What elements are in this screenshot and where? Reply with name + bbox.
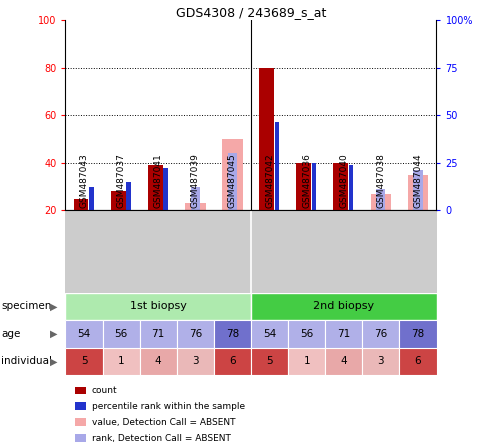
Bar: [176, 320, 213, 348]
Bar: [251, 348, 287, 375]
Bar: [362, 348, 399, 375]
Bar: [407, 175, 427, 210]
Bar: [102, 348, 139, 375]
Bar: [376, 189, 385, 210]
Bar: [139, 320, 176, 348]
Text: count: count: [91, 386, 117, 395]
Text: 1: 1: [118, 357, 124, 366]
Bar: [399, 320, 436, 348]
Text: age: age: [1, 329, 20, 339]
Text: specimen: specimen: [1, 301, 51, 311]
Text: 76: 76: [374, 329, 387, 339]
Bar: [139, 348, 176, 375]
Text: 5: 5: [80, 357, 87, 366]
Text: 54: 54: [262, 329, 275, 339]
Bar: [274, 123, 279, 210]
Text: ▶: ▶: [49, 301, 57, 311]
Bar: [213, 320, 251, 348]
Bar: [251, 293, 436, 320]
Text: 76: 76: [188, 329, 201, 339]
Bar: [348, 165, 353, 210]
Bar: [65, 320, 102, 348]
Bar: [102, 320, 139, 348]
Bar: [258, 67, 273, 210]
Bar: [311, 163, 316, 210]
Bar: [65, 348, 102, 375]
Bar: [65, 293, 251, 320]
Text: 56: 56: [114, 329, 127, 339]
Bar: [333, 163, 348, 210]
Text: individual: individual: [1, 357, 52, 366]
Text: ▶: ▶: [49, 329, 57, 339]
Text: 6: 6: [228, 357, 235, 366]
Bar: [412, 170, 422, 210]
Bar: [370, 194, 390, 210]
Text: percentile rank within the sample: percentile rank within the sample: [91, 402, 244, 411]
Bar: [399, 348, 436, 375]
Bar: [190, 186, 199, 210]
Text: 1st biopsy: 1st biopsy: [130, 301, 186, 311]
Bar: [185, 203, 205, 210]
Text: 1: 1: [302, 357, 309, 366]
Title: GDS4308 / 243689_s_at: GDS4308 / 243689_s_at: [175, 6, 326, 19]
Text: rank, Detection Call = ABSENT: rank, Detection Call = ABSENT: [91, 434, 230, 443]
Bar: [227, 153, 237, 210]
Bar: [148, 165, 162, 210]
Bar: [110, 191, 125, 210]
Text: 71: 71: [151, 329, 165, 339]
Text: 2nd biopsy: 2nd biopsy: [313, 301, 374, 311]
Text: 3: 3: [192, 357, 198, 366]
Text: 4: 4: [154, 357, 161, 366]
Bar: [362, 320, 399, 348]
Bar: [222, 139, 242, 210]
Bar: [89, 186, 93, 210]
Text: 3: 3: [377, 357, 383, 366]
Text: 78: 78: [226, 329, 239, 339]
Text: ▶: ▶: [49, 357, 57, 366]
Text: 56: 56: [300, 329, 313, 339]
Bar: [324, 320, 362, 348]
Bar: [176, 348, 213, 375]
Bar: [163, 167, 167, 210]
Bar: [213, 348, 251, 375]
Bar: [287, 320, 324, 348]
Text: 71: 71: [336, 329, 349, 339]
Text: 5: 5: [266, 357, 272, 366]
Bar: [126, 182, 131, 210]
Text: 6: 6: [414, 357, 421, 366]
Bar: [251, 320, 287, 348]
Text: 54: 54: [77, 329, 91, 339]
Text: value, Detection Call = ABSENT: value, Detection Call = ABSENT: [91, 418, 235, 427]
Text: 4: 4: [340, 357, 347, 366]
Bar: [324, 348, 362, 375]
Text: 78: 78: [410, 329, 424, 339]
Bar: [296, 163, 310, 210]
Bar: [287, 348, 324, 375]
Bar: [74, 198, 88, 210]
